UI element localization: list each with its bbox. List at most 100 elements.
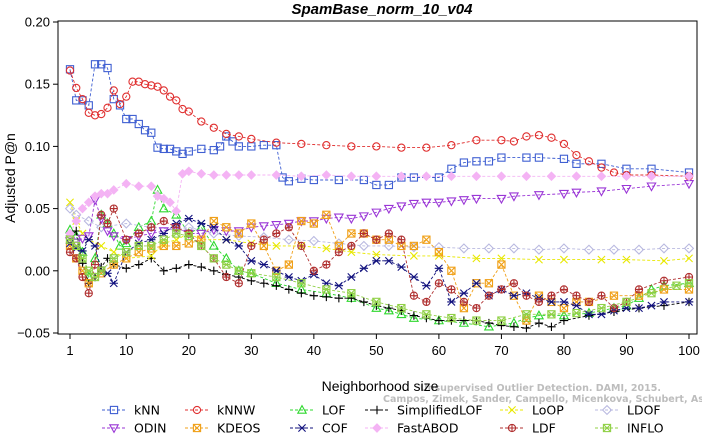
data-point-simplifiedlof-33 xyxy=(434,316,444,325)
data-point-knn-39 xyxy=(434,173,444,182)
data-point-ldf-10 xyxy=(147,223,156,232)
data-point-loop-18 xyxy=(372,250,381,259)
data-point-knn-32 xyxy=(309,175,318,185)
data-point-simplifiedlof-44 xyxy=(584,311,594,320)
data-point-inflo-18 xyxy=(272,272,281,282)
legend-label: KDEOS xyxy=(217,421,261,434)
legend-label: LOF xyxy=(322,403,346,418)
data-point-knnw-31 xyxy=(422,143,431,152)
data-point-lof-34 xyxy=(533,310,545,320)
data-point-lof-14 xyxy=(171,209,182,219)
data-point-inflo-8 xyxy=(134,241,143,251)
data-point-inflo-7 xyxy=(122,247,131,257)
data-point-cof-35 xyxy=(459,289,469,298)
data-point-simplifiedlof-8 xyxy=(122,264,131,273)
data-point-odin-44 xyxy=(646,182,657,192)
data-point-inflo-6 xyxy=(109,254,118,263)
data-point-simplifiedlof-31 xyxy=(409,311,419,320)
data-point-knnw-22 xyxy=(222,129,231,139)
series-line-ldf xyxy=(69,207,690,309)
data-point-ldf-2 xyxy=(78,272,87,282)
data-point-ldf-49 xyxy=(634,285,644,294)
data-point-knnw-39 xyxy=(559,139,569,149)
data-point-fastabod-6 xyxy=(102,188,113,199)
data-point-knn-36 xyxy=(384,180,394,190)
series-line-knnw xyxy=(69,70,690,177)
chart-title: SpamBase_norm_10_v04 xyxy=(292,1,474,18)
legend-item-inflo: INFLO xyxy=(595,421,664,434)
data-point-cof-31 xyxy=(409,273,419,282)
data-point-ldof-23 xyxy=(583,244,595,255)
data-point-ldf-42 xyxy=(547,291,556,300)
legend-label: kNNW xyxy=(217,403,255,418)
legend-label: LoOP xyxy=(532,403,564,418)
data-point-knn-43 xyxy=(484,157,494,166)
data-point-simplifiedlof-13 xyxy=(184,260,193,269)
data-point-inflo-2 xyxy=(78,254,87,263)
data-point-ldf-3 xyxy=(84,289,93,298)
data-point-odin-7 xyxy=(108,232,119,242)
data-point-knnw-15 xyxy=(159,86,168,95)
data-point-knn-41 xyxy=(459,158,469,167)
data-point-inflo-20 xyxy=(322,285,331,294)
legend-item-ldof: LDOF xyxy=(595,403,661,418)
data-point-simplifiedlof-19 xyxy=(259,279,269,288)
legend-marker xyxy=(297,424,307,432)
data-point-loop-24 xyxy=(559,255,568,264)
data-point-inflo-13 xyxy=(197,241,206,251)
data-point-kdeos-13 xyxy=(209,216,218,226)
data-point-cof-14 xyxy=(197,219,206,228)
data-point-ldof-24 xyxy=(608,244,620,255)
data-point-inflo-31 xyxy=(597,303,606,313)
data-point-inflo-27 xyxy=(497,316,506,325)
data-point-ldof-8 xyxy=(208,228,219,239)
data-point-ldf-36 xyxy=(472,303,481,313)
data-point-simplifiedlof-40 xyxy=(522,323,531,333)
data-point-loop-14 xyxy=(272,241,281,250)
data-point-cof-34 xyxy=(447,297,456,306)
data-point-knnw-24 xyxy=(247,134,256,144)
data-point-lof-25 xyxy=(371,302,382,312)
data-point-fastabod-32 xyxy=(521,171,532,182)
legend-marker xyxy=(372,423,382,433)
data-point-ldof-12 xyxy=(308,235,320,247)
data-point-ldf-32 xyxy=(422,297,431,307)
data-point-knnw-41 xyxy=(584,157,594,166)
data-point-inflo-3 xyxy=(84,266,93,275)
data-point-ldf-5 xyxy=(97,210,106,219)
data-point-knn-28 xyxy=(272,141,281,150)
data-point-kdeos-29 xyxy=(409,241,419,251)
data-point-lof-17 xyxy=(208,240,219,250)
data-point-ldf-7 xyxy=(109,204,118,213)
data-point-inflo-17 xyxy=(247,269,256,278)
data-point-fastabod-16 xyxy=(183,166,194,177)
data-point-fastabod-21 xyxy=(246,170,257,180)
data-point-odin-3 xyxy=(83,232,94,242)
data-point-odin-31 xyxy=(408,199,420,210)
data-point-knn-17 xyxy=(172,147,181,156)
data-point-ldf-11 xyxy=(159,216,168,226)
legend-marker xyxy=(192,423,202,433)
data-point-ldf-29 xyxy=(384,229,394,238)
data-point-loop-27 xyxy=(660,256,668,265)
data-point-cof-3 xyxy=(84,235,93,244)
data-point-inflo-32 xyxy=(622,297,631,307)
data-point-inflo-0 xyxy=(65,235,75,244)
data-point-cof-7 xyxy=(109,279,118,288)
data-point-knnw-4 xyxy=(90,111,100,120)
data-point-ldf-41 xyxy=(534,297,544,307)
data-point-kdeos-15 xyxy=(234,229,243,238)
data-point-odin-19 xyxy=(258,222,269,232)
y-axis: −0.05 0.00 0.05 0.10 0.15 0.20 xyxy=(17,15,58,341)
data-point-odin-26 xyxy=(346,214,357,225)
legend-marker xyxy=(296,404,308,414)
data-point-knnw-17 xyxy=(172,96,181,105)
data-point-inflo-10 xyxy=(159,235,168,244)
x-tick-label-9: 90 xyxy=(619,343,633,358)
data-point-odin-36 xyxy=(471,194,482,205)
data-point-ldf-47 xyxy=(609,303,619,313)
data-point-fastabod-17 xyxy=(196,168,207,179)
data-point-cof-19 xyxy=(259,260,269,269)
data-point-ldf-23 xyxy=(309,266,318,275)
